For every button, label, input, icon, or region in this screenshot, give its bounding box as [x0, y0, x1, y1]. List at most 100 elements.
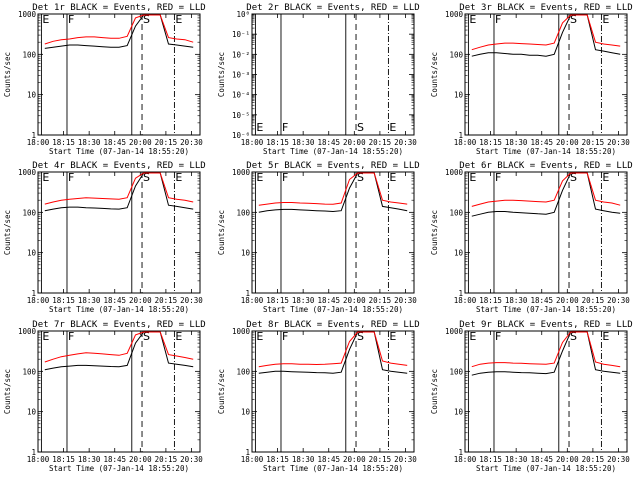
flag-label: S — [570, 330, 577, 343]
x-tick-label: 20:30 — [394, 138, 417, 147]
y-axis-label: Counts/sec — [3, 210, 12, 255]
y-axis-label: Counts/sec — [217, 52, 226, 97]
x-tick-label: 18:00 — [454, 455, 477, 464]
x-tick-label: 20:00 — [556, 296, 579, 305]
y-tick-label: 10⁻³ — [232, 71, 250, 80]
flag-label: S — [570, 13, 577, 26]
x-tick-label: 18:45 — [317, 455, 340, 464]
x-tick-label: 18:45 — [530, 455, 553, 464]
flag-label: E — [469, 171, 476, 184]
y-tick-label: 100 — [449, 208, 463, 217]
x-tick-label: 20:15 — [369, 455, 392, 464]
y-tick-label: 1000 — [18, 10, 37, 19]
y-tick-label: 1000 — [18, 168, 37, 177]
x-tick-label: 18:00 — [454, 296, 477, 305]
y-tick-label: 1000 — [445, 327, 464, 336]
flag-label: E — [602, 330, 609, 343]
y-tick-label: 10 — [27, 249, 37, 258]
plot-frame — [37, 330, 201, 453]
x-tick-label: 20:00 — [556, 455, 579, 464]
y-tick-label: 1 — [458, 131, 463, 140]
x-tick-label: 20:15 — [155, 138, 178, 147]
plot-frame — [464, 13, 628, 136]
x-tick-label: 20:30 — [394, 455, 417, 464]
flag-label: E — [175, 13, 182, 26]
plot-frame — [251, 171, 415, 294]
x-tick-label: 20:15 — [155, 455, 178, 464]
y-tick-label: 1000 — [232, 168, 251, 177]
y-tick-label: 1 — [31, 289, 36, 298]
x-axis-label: Start Time (07-Jan-14 18:55:20) — [49, 305, 189, 314]
x-axis-label: Start Time (07-Jan-14 18:55:20) — [263, 147, 403, 156]
flag-label: S — [357, 330, 364, 343]
y-tick-label: 10 — [27, 91, 37, 100]
y-tick-label: 10 — [454, 91, 464, 100]
x-tick-label: 20:30 — [607, 296, 630, 305]
flag-label: F — [68, 13, 74, 26]
panel-6r: Det 6r BLACK = Events, RED = LLD 18:00 18:… — [430, 161, 633, 314]
flag-label: F — [282, 330, 288, 343]
y-tick-label: 1 — [31, 448, 36, 457]
series-line — [44, 172, 194, 212]
y-tick-label: 100 — [236, 208, 250, 217]
x-tick-label: 18:45 — [103, 455, 126, 464]
x-tick-label: 20:30 — [180, 138, 203, 147]
flag-label: F — [282, 171, 288, 184]
y-tick-label: 1 — [31, 131, 36, 140]
y-tick-label: 100 — [236, 367, 250, 376]
x-tick-label: 18:15 — [266, 296, 289, 305]
y-tick-label: 1 — [245, 289, 250, 298]
x-tick-label: 20:15 — [155, 296, 178, 305]
flag-label: F — [495, 330, 501, 343]
panel-title: Det 6r BLACK = Events, RED = LLD — [459, 161, 632, 171]
y-tick-label: 100 — [22, 50, 36, 59]
x-tick-label: 18:30 — [505, 296, 528, 305]
x-tick-label: 18:30 — [78, 455, 101, 464]
x-tick-label: 18:30 — [505, 455, 528, 464]
plot-frame — [251, 330, 415, 453]
flag-label: E — [389, 121, 396, 134]
panel-title: Det 9r BLACK = Events, RED = LLD — [459, 320, 632, 330]
y-tick-label: 1 — [458, 289, 463, 298]
y-tick-label: 10 — [27, 408, 37, 417]
flag-label: E — [256, 330, 263, 343]
x-tick-label: 20:15 — [582, 138, 605, 147]
flag-label: F — [495, 13, 501, 26]
series-line — [471, 172, 621, 207]
flag-label: E — [42, 330, 49, 343]
flag-label: S — [570, 171, 577, 184]
y-tick-label: 1000 — [445, 168, 464, 177]
y-tick-label: 10⁻¹ — [232, 30, 250, 39]
x-tick-label: 20:30 — [180, 455, 203, 464]
x-axis-label: Start Time (07-Jan-14 18:55:20) — [263, 305, 403, 314]
x-tick-label: 20:00 — [343, 138, 366, 147]
y-tick-label: 100 — [22, 367, 36, 376]
series-line — [258, 172, 408, 206]
x-axis-label: Start Time (07-Jan-14 18:55:20) — [49, 464, 189, 473]
x-tick-label: 18:00 — [454, 138, 477, 147]
x-tick-label: 18:45 — [530, 138, 553, 147]
x-tick-label: 20:15 — [582, 296, 605, 305]
y-tick-label: 10⁻⁶ — [232, 131, 250, 140]
y-tick-label: 10 — [454, 408, 464, 417]
x-tick-label: 18:45 — [103, 138, 126, 147]
panel-title: Det 7r BLACK = Events, RED = LLD — [32, 320, 205, 330]
panel-title: Det 1r BLACK = Events, RED = LLD — [32, 3, 205, 13]
x-tick-label: 20:00 — [129, 455, 152, 464]
y-tick-label: 1 — [458, 448, 463, 457]
flag-label: E — [602, 171, 609, 184]
y-axis-label: Counts/sec — [430, 210, 439, 255]
x-axis-label: Start Time (07-Jan-14 18:55:20) — [476, 464, 616, 473]
plot-frame — [251, 13, 415, 136]
series-line — [471, 14, 621, 57]
x-tick-label: 18:00 — [241, 455, 264, 464]
x-tick-label: 18:15 — [52, 138, 75, 147]
y-tick-label: 10⁻⁵ — [232, 111, 250, 120]
series-line — [471, 172, 621, 217]
panel-title: Det 8r BLACK = Events, RED = LLD — [246, 320, 419, 330]
series-line — [44, 331, 194, 363]
flag-label: E — [256, 121, 263, 134]
flag-label: F — [68, 171, 74, 184]
